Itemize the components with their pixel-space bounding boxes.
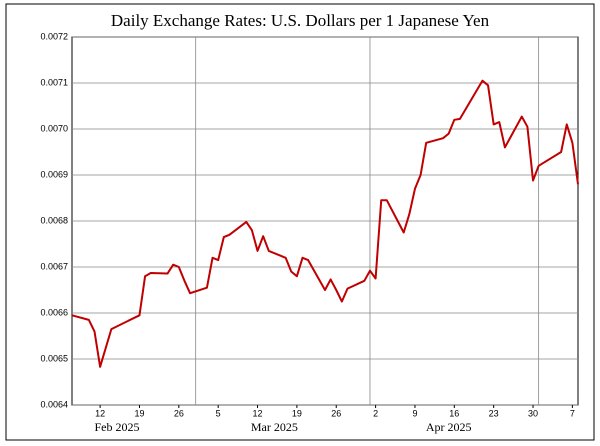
- y-tick-label: 0.0068: [40, 215, 68, 225]
- x-tick-label: 26: [174, 408, 184, 418]
- month-label: Feb 2025: [94, 420, 139, 434]
- x-tick-label: 12: [253, 408, 263, 418]
- x-tick-label: 19: [292, 408, 302, 418]
- x-tick-label: 30: [528, 408, 538, 418]
- x-tick-label: 23: [489, 408, 499, 418]
- y-tick-label: 0.0066: [40, 307, 68, 317]
- y-tick-label: 0.0072: [40, 31, 68, 41]
- y-tick-label: 0.0064: [40, 399, 68, 409]
- y-tick-label: 0.0065: [40, 353, 68, 363]
- data-line: [71, 79, 579, 368]
- month-label: Apr 2025: [426, 420, 472, 434]
- y-tick-label: 0.0071: [40, 77, 68, 87]
- x-tick-label: 7: [570, 408, 575, 418]
- chart-title: Daily Exchange Rates: U.S. Dollars per 1…: [111, 11, 490, 30]
- y-tick-label: 0.0069: [40, 169, 68, 179]
- month-label: Mar 2025: [251, 420, 298, 434]
- y-tick-label: 0.0067: [40, 261, 68, 271]
- x-tick-label: 26: [331, 408, 341, 418]
- x-tick-label: 2: [373, 408, 378, 418]
- frame: [5, 3, 595, 441]
- x-tick-label: 5: [216, 408, 221, 418]
- x-tick-label: 16: [449, 408, 459, 418]
- y-tick-label: 0.0070: [40, 123, 68, 133]
- x-tick-label: 9: [412, 408, 417, 418]
- x-tick-label: 19: [134, 408, 144, 418]
- x-tick-label: 12: [95, 408, 105, 418]
